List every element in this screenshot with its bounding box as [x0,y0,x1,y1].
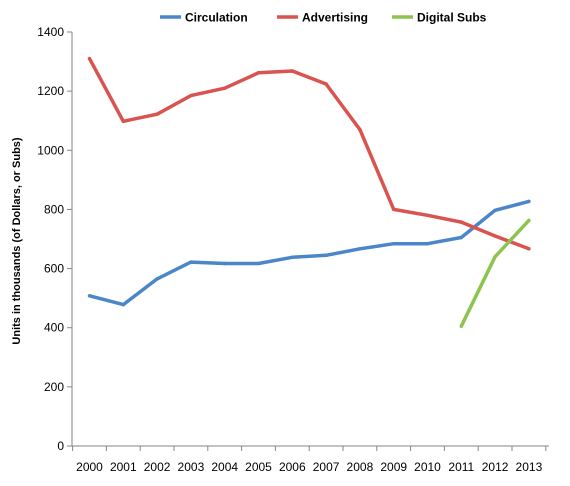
x-tick-label: 2010 [414,460,441,474]
data-point-advertising [256,71,261,75]
data-point-circulation [256,261,261,266]
data-point-advertising [290,69,295,73]
x-tick-label: 2007 [313,460,340,474]
y-tick-label: 400 [44,321,64,335]
data-point-advertising [459,220,464,224]
chart-axes [71,32,549,447]
data-point-circulation [425,241,430,246]
data-point-advertising [493,234,497,238]
data-point-digital-subs [527,218,531,223]
data-point-circulation [358,247,362,251]
data-point-circulation [155,277,159,281]
chart-series [87,56,531,328]
data-point-digital-subs [459,324,464,328]
legend-item-circulation: Circulation [160,11,248,25]
data-point-circulation [290,255,295,260]
data-point-advertising [222,86,227,90]
data-point-advertising [155,112,159,116]
legend-label: Advertising [302,11,368,25]
y-tick-label: 600 [44,262,64,276]
data-point-circulation [87,294,92,298]
data-point-advertising [189,93,193,98]
x-tick-label: 2012 [482,460,509,474]
chart-ticks: 0 200 400 600 800 1000 1200 1400 2000 2001 2002 200… [37,25,547,474]
legend: Circulation Advertising Digital Subs [160,11,487,25]
legend-label: Digital Subs [417,11,487,25]
x-tick-label: 2013 [516,460,543,474]
data-point-advertising [324,82,328,86]
series-line-circulation [89,199,530,307]
y-tick-label: 1400 [37,25,64,39]
x-tick-label: 2009 [380,460,407,474]
y-axis-title: Units in thousands (of Dollars, or Subs) [11,137,23,345]
data-point-circulation [222,261,227,266]
x-tick-label: 2003 [178,460,205,474]
legend-item-digital-subs: Digital Subs [392,11,487,25]
y-tick-label: 1000 [37,143,64,157]
data-point-advertising [358,127,362,132]
data-point-circulation [527,199,531,204]
y-tick-label: 800 [44,202,64,216]
x-tick-label: 2005 [245,460,272,474]
data-point-circulation [121,302,126,307]
data-point-circulation [391,241,396,246]
x-tick-label: 2011 [448,460,474,474]
x-tick-label: 2004 [211,460,238,474]
legend-label: Circulation [185,11,248,25]
y-tick-label: 1200 [37,84,64,98]
data-point-advertising [425,213,430,218]
data-point-circulation [459,235,464,240]
x-tick-label: 2006 [279,460,306,474]
data-point-circulation [493,208,497,213]
data-point-digital-subs [493,254,497,259]
x-tick-label: 2008 [347,460,374,474]
y-tick-label: 200 [44,380,64,394]
series-line-advertising [87,57,530,251]
x-tick-label: 2000 [76,460,103,474]
x-tick-label: 2001 [110,460,137,474]
data-point-advertising [87,56,92,61]
data-point-advertising [527,247,531,251]
data-point-advertising [121,119,126,124]
legend-item-advertising: Advertising [277,11,368,25]
x-tick-label: 2002 [144,460,171,474]
data-point-advertising [391,207,396,212]
y-tick-label: 0 [57,439,64,453]
data-point-circulation [324,253,328,258]
data-point-circulation [189,260,193,264]
